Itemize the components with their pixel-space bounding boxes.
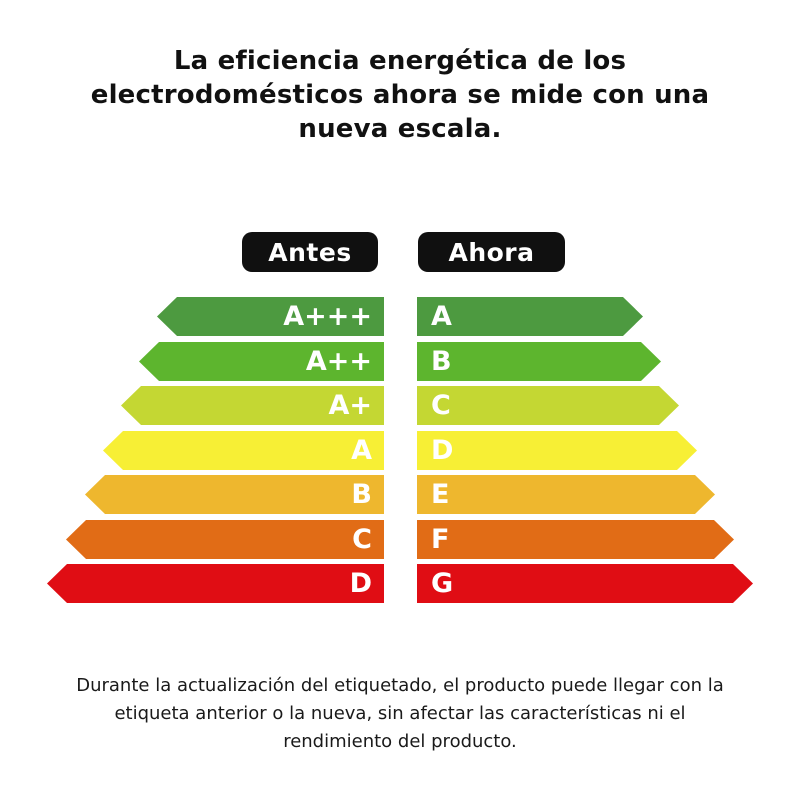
old-rating-arrow: A+++ (157, 297, 384, 336)
after-badge-label: Ahora (448, 237, 535, 267)
old-rating-arrow: A+ (121, 386, 384, 425)
new-rating-arrow: C (417, 386, 679, 425)
new-rating-arrow: B (417, 342, 661, 381)
new-rating-arrow: D (417, 431, 697, 470)
new-rating-arrow-label: B (431, 346, 452, 377)
old-rating-arrow: B (85, 475, 384, 514)
new-rating-arrow-label: D (431, 435, 454, 466)
old-rating-arrow-label: C (352, 524, 372, 555)
new-rating-arrow-label: C (431, 390, 451, 421)
old-rating-arrow-label: A+ (328, 390, 372, 421)
new-rating-arrow: E (417, 475, 715, 514)
old-rating-arrow: C (66, 520, 384, 559)
new-rating-arrow-label: F (431, 524, 450, 555)
before-badge: Antes (242, 232, 378, 272)
old-rating-arrow-label: B (351, 479, 372, 510)
new-rating-arrow-label: G (431, 568, 454, 599)
old-rating-arrow-label: D (349, 568, 372, 599)
new-rating-arrow: A (417, 297, 643, 336)
old-rating-arrow: A (103, 431, 384, 470)
new-rating-arrow: F (417, 520, 734, 559)
new-rating-arrow-label: E (431, 479, 450, 510)
after-badge: Ahora (418, 232, 565, 272)
old-rating-arrow: A++ (139, 342, 384, 381)
old-rating-arrow: D (47, 564, 384, 603)
old-rating-arrow-label: A++ (305, 346, 372, 377)
footer-note: Durante la actualización del etiquetado,… (76, 675, 724, 752)
before-badge-label: Antes (268, 237, 352, 267)
new-rating-arrow-label: A (431, 301, 452, 332)
page-title: La eficiencia energética de los electrod… (90, 46, 710, 144)
old-rating-arrow-label: A+++ (283, 301, 372, 332)
new-rating-arrow: G (417, 564, 753, 603)
old-rating-arrow-label: A (351, 435, 372, 466)
